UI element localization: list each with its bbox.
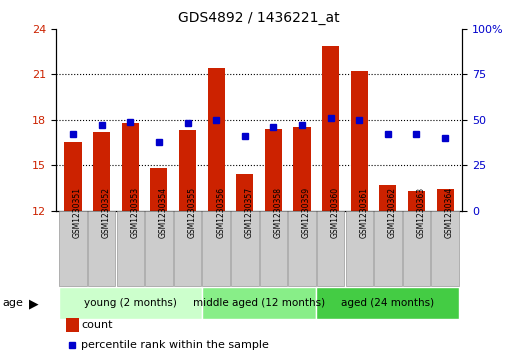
Bar [179,130,196,211]
Bar [322,46,339,211]
Text: percentile rank within the sample: percentile rank within the sample [81,340,269,350]
Text: age: age [3,298,23,308]
Bar [379,185,396,211]
FancyBboxPatch shape [202,287,316,319]
FancyBboxPatch shape [88,211,115,286]
FancyBboxPatch shape [345,211,373,286]
FancyBboxPatch shape [59,287,202,319]
FancyBboxPatch shape [316,287,459,319]
FancyBboxPatch shape [145,211,173,286]
Text: young (2 months): young (2 months) [84,298,177,308]
Text: GSM1230353: GSM1230353 [130,187,139,238]
FancyBboxPatch shape [202,211,230,286]
FancyBboxPatch shape [59,211,87,286]
FancyBboxPatch shape [174,211,201,286]
Text: GSM1230358: GSM1230358 [273,187,282,238]
FancyBboxPatch shape [116,211,144,286]
FancyBboxPatch shape [288,211,316,286]
Title: GDS4892 / 1436221_at: GDS4892 / 1436221_at [178,11,340,25]
Text: GSM1230357: GSM1230357 [245,187,254,238]
Text: middle aged (12 months): middle aged (12 months) [193,298,325,308]
FancyBboxPatch shape [260,211,287,286]
FancyBboxPatch shape [231,211,259,286]
FancyBboxPatch shape [403,211,430,286]
Bar [150,168,168,211]
Text: GSM1230351: GSM1230351 [73,187,82,238]
Bar [408,191,425,211]
Text: GSM1230355: GSM1230355 [187,187,197,238]
Text: GSM1230362: GSM1230362 [388,187,397,238]
FancyBboxPatch shape [374,211,402,286]
Text: GSM1230354: GSM1230354 [159,187,168,238]
Bar [93,132,110,211]
Bar [236,174,253,211]
Text: GSM1230363: GSM1230363 [417,187,426,238]
Text: GSM1230364: GSM1230364 [445,187,454,238]
Bar [436,189,454,211]
Bar [351,72,368,211]
Bar [122,123,139,211]
Text: ▶: ▶ [29,298,39,311]
Text: aged (24 months): aged (24 months) [341,298,434,308]
FancyBboxPatch shape [431,211,459,286]
Bar [65,143,82,211]
FancyBboxPatch shape [317,211,344,286]
Text: GSM1230359: GSM1230359 [302,187,311,238]
Bar [294,127,310,211]
Text: GSM1230356: GSM1230356 [216,187,225,238]
Text: GSM1230352: GSM1230352 [102,187,111,238]
Text: count: count [81,320,113,330]
Bar [208,68,225,211]
Text: GSM1230361: GSM1230361 [359,187,368,238]
Text: GSM1230360: GSM1230360 [331,187,340,238]
Bar [265,129,282,211]
